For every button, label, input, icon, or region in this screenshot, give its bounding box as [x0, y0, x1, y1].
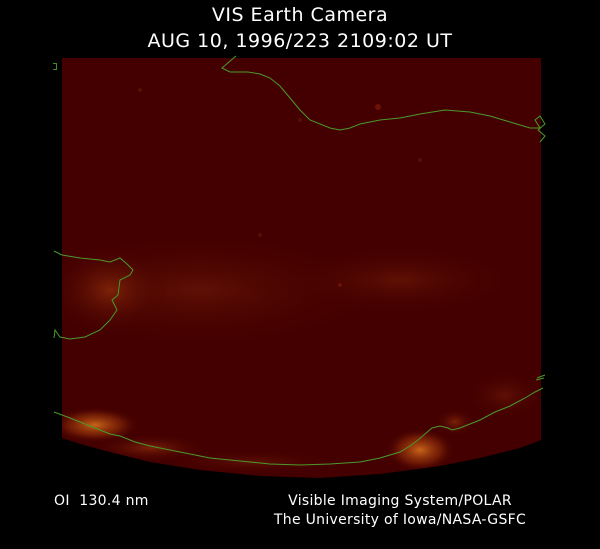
instrument-label: Visible Imaging System/POLAR — [288, 493, 512, 509]
image-timestamp: AUG 10, 1996/223 2109:02 UT — [147, 30, 453, 52]
image-title: VIS Earth Camera — [211, 4, 389, 26]
corner-marker — [53, 63, 57, 70]
credit-label: The University of Iowa/NASA-GSFC — [273, 512, 527, 528]
wavelength-label: OI 130.4 nm — [54, 493, 149, 509]
